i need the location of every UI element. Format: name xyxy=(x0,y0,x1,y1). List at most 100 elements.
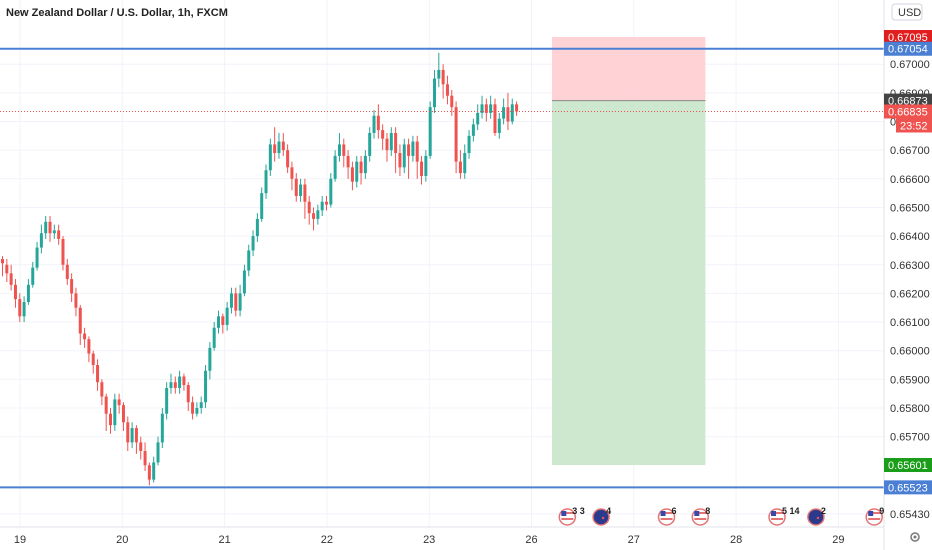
economic-events[interactable]: 3 3 4 6 8 5 14 2 9 xyxy=(558,506,884,526)
candle xyxy=(350,161,354,191)
countdown-label: 23:52 xyxy=(900,120,928,132)
candle xyxy=(333,150,337,182)
candle-body xyxy=(484,104,488,113)
candle-body xyxy=(5,264,9,274)
flag-stripe xyxy=(771,518,784,520)
candle xyxy=(178,370,182,394)
candle-body xyxy=(463,153,467,174)
us-flag-icon[interactable]: 9 xyxy=(865,506,884,526)
candle-body xyxy=(450,95,454,108)
candle-body xyxy=(191,402,195,414)
candle xyxy=(147,462,151,486)
candle xyxy=(368,127,372,162)
x-tick-label: 27 xyxy=(628,534,640,546)
candle xyxy=(268,138,272,176)
candle-body xyxy=(346,155,350,168)
candle xyxy=(96,359,100,391)
x-tick-label: 21 xyxy=(218,534,230,546)
candle xyxy=(471,118,475,142)
candle-body xyxy=(433,78,436,108)
x-tick-label: 20 xyxy=(116,534,128,546)
candle-body xyxy=(510,104,514,122)
candle xyxy=(35,241,39,271)
currency-selector[interactable]: USD xyxy=(891,3,923,21)
candle xyxy=(510,98,514,125)
flag-stripe xyxy=(694,512,707,514)
candle xyxy=(251,230,255,257)
candle-body xyxy=(204,370,208,403)
candle xyxy=(454,101,458,174)
candle xyxy=(156,436,160,466)
candle xyxy=(212,322,216,351)
us-flag-icon[interactable]: 8 xyxy=(691,506,710,526)
us-flag-icon[interactable]: 3 3 xyxy=(558,506,585,526)
stop-loss-zone[interactable] xyxy=(551,37,706,101)
us-flag-icon[interactable]: 5 14 xyxy=(768,506,800,526)
candle xyxy=(376,104,380,139)
x-tick-label: 26 xyxy=(525,534,537,546)
candle-body xyxy=(506,107,510,122)
y-tick-label: 0.66600 xyxy=(890,174,930,186)
candle-body xyxy=(160,413,164,443)
candle xyxy=(195,402,199,417)
candle-body xyxy=(130,428,134,443)
candle xyxy=(186,382,190,411)
nz-flag-icon[interactable]: 4 xyxy=(592,506,611,526)
price-tag: 0.67095 xyxy=(884,30,932,44)
chart-title: New Zealand Dollar / U.S. Dollar, 1h, FX… xyxy=(6,7,228,19)
candle-body xyxy=(502,107,506,119)
candle-body xyxy=(333,155,337,179)
gear-icon[interactable] xyxy=(910,532,920,542)
candle xyxy=(121,402,125,431)
candle xyxy=(385,132,389,162)
candle xyxy=(497,112,501,139)
countdown-tag: 23:52 xyxy=(896,118,932,133)
candle xyxy=(242,264,246,297)
take-profit-zone[interactable] xyxy=(551,100,706,466)
candle-body xyxy=(139,442,143,451)
nz-flag-icon[interactable]: 2 xyxy=(807,506,826,526)
candle-body xyxy=(31,267,35,285)
candle-body xyxy=(294,178,298,196)
candle-body xyxy=(126,422,130,443)
candle-body xyxy=(221,316,225,325)
short-position-tool[interactable] xyxy=(551,37,706,466)
candle xyxy=(277,132,281,159)
candle xyxy=(238,284,242,317)
horizontal-lines[interactable] xyxy=(0,47,884,489)
candle xyxy=(143,442,147,472)
candle-body xyxy=(48,221,52,234)
candles xyxy=(0,52,884,486)
candle xyxy=(65,259,69,285)
candle xyxy=(61,236,65,271)
event-count: 5 14 xyxy=(782,506,800,516)
candle xyxy=(139,436,143,460)
candle-body xyxy=(9,273,13,285)
candle-body xyxy=(147,465,151,480)
price-tag-bg xyxy=(884,458,932,473)
candle-body xyxy=(368,132,372,156)
candle xyxy=(70,273,74,302)
candle-body xyxy=(363,155,367,174)
candle-body xyxy=(437,69,441,79)
candle-body xyxy=(329,178,333,205)
candle-body xyxy=(152,462,156,480)
candle xyxy=(57,224,61,245)
candle-body xyxy=(35,247,39,268)
candle-body xyxy=(320,201,324,211)
flag-stripe xyxy=(771,512,784,514)
candle-body xyxy=(113,399,117,426)
candle xyxy=(130,422,134,449)
candle xyxy=(355,155,359,188)
us-flag-icon[interactable]: 6 xyxy=(657,506,677,526)
candle xyxy=(104,393,108,431)
candle-body xyxy=(307,201,311,214)
candle xyxy=(411,135,415,162)
candle xyxy=(502,98,506,125)
event-count: 3 3 xyxy=(572,506,585,516)
price-tag-label: 0.65523 xyxy=(888,482,928,494)
candle-body xyxy=(264,170,268,194)
candle xyxy=(424,150,428,182)
candle-body xyxy=(381,130,385,139)
candle-body xyxy=(290,167,294,179)
